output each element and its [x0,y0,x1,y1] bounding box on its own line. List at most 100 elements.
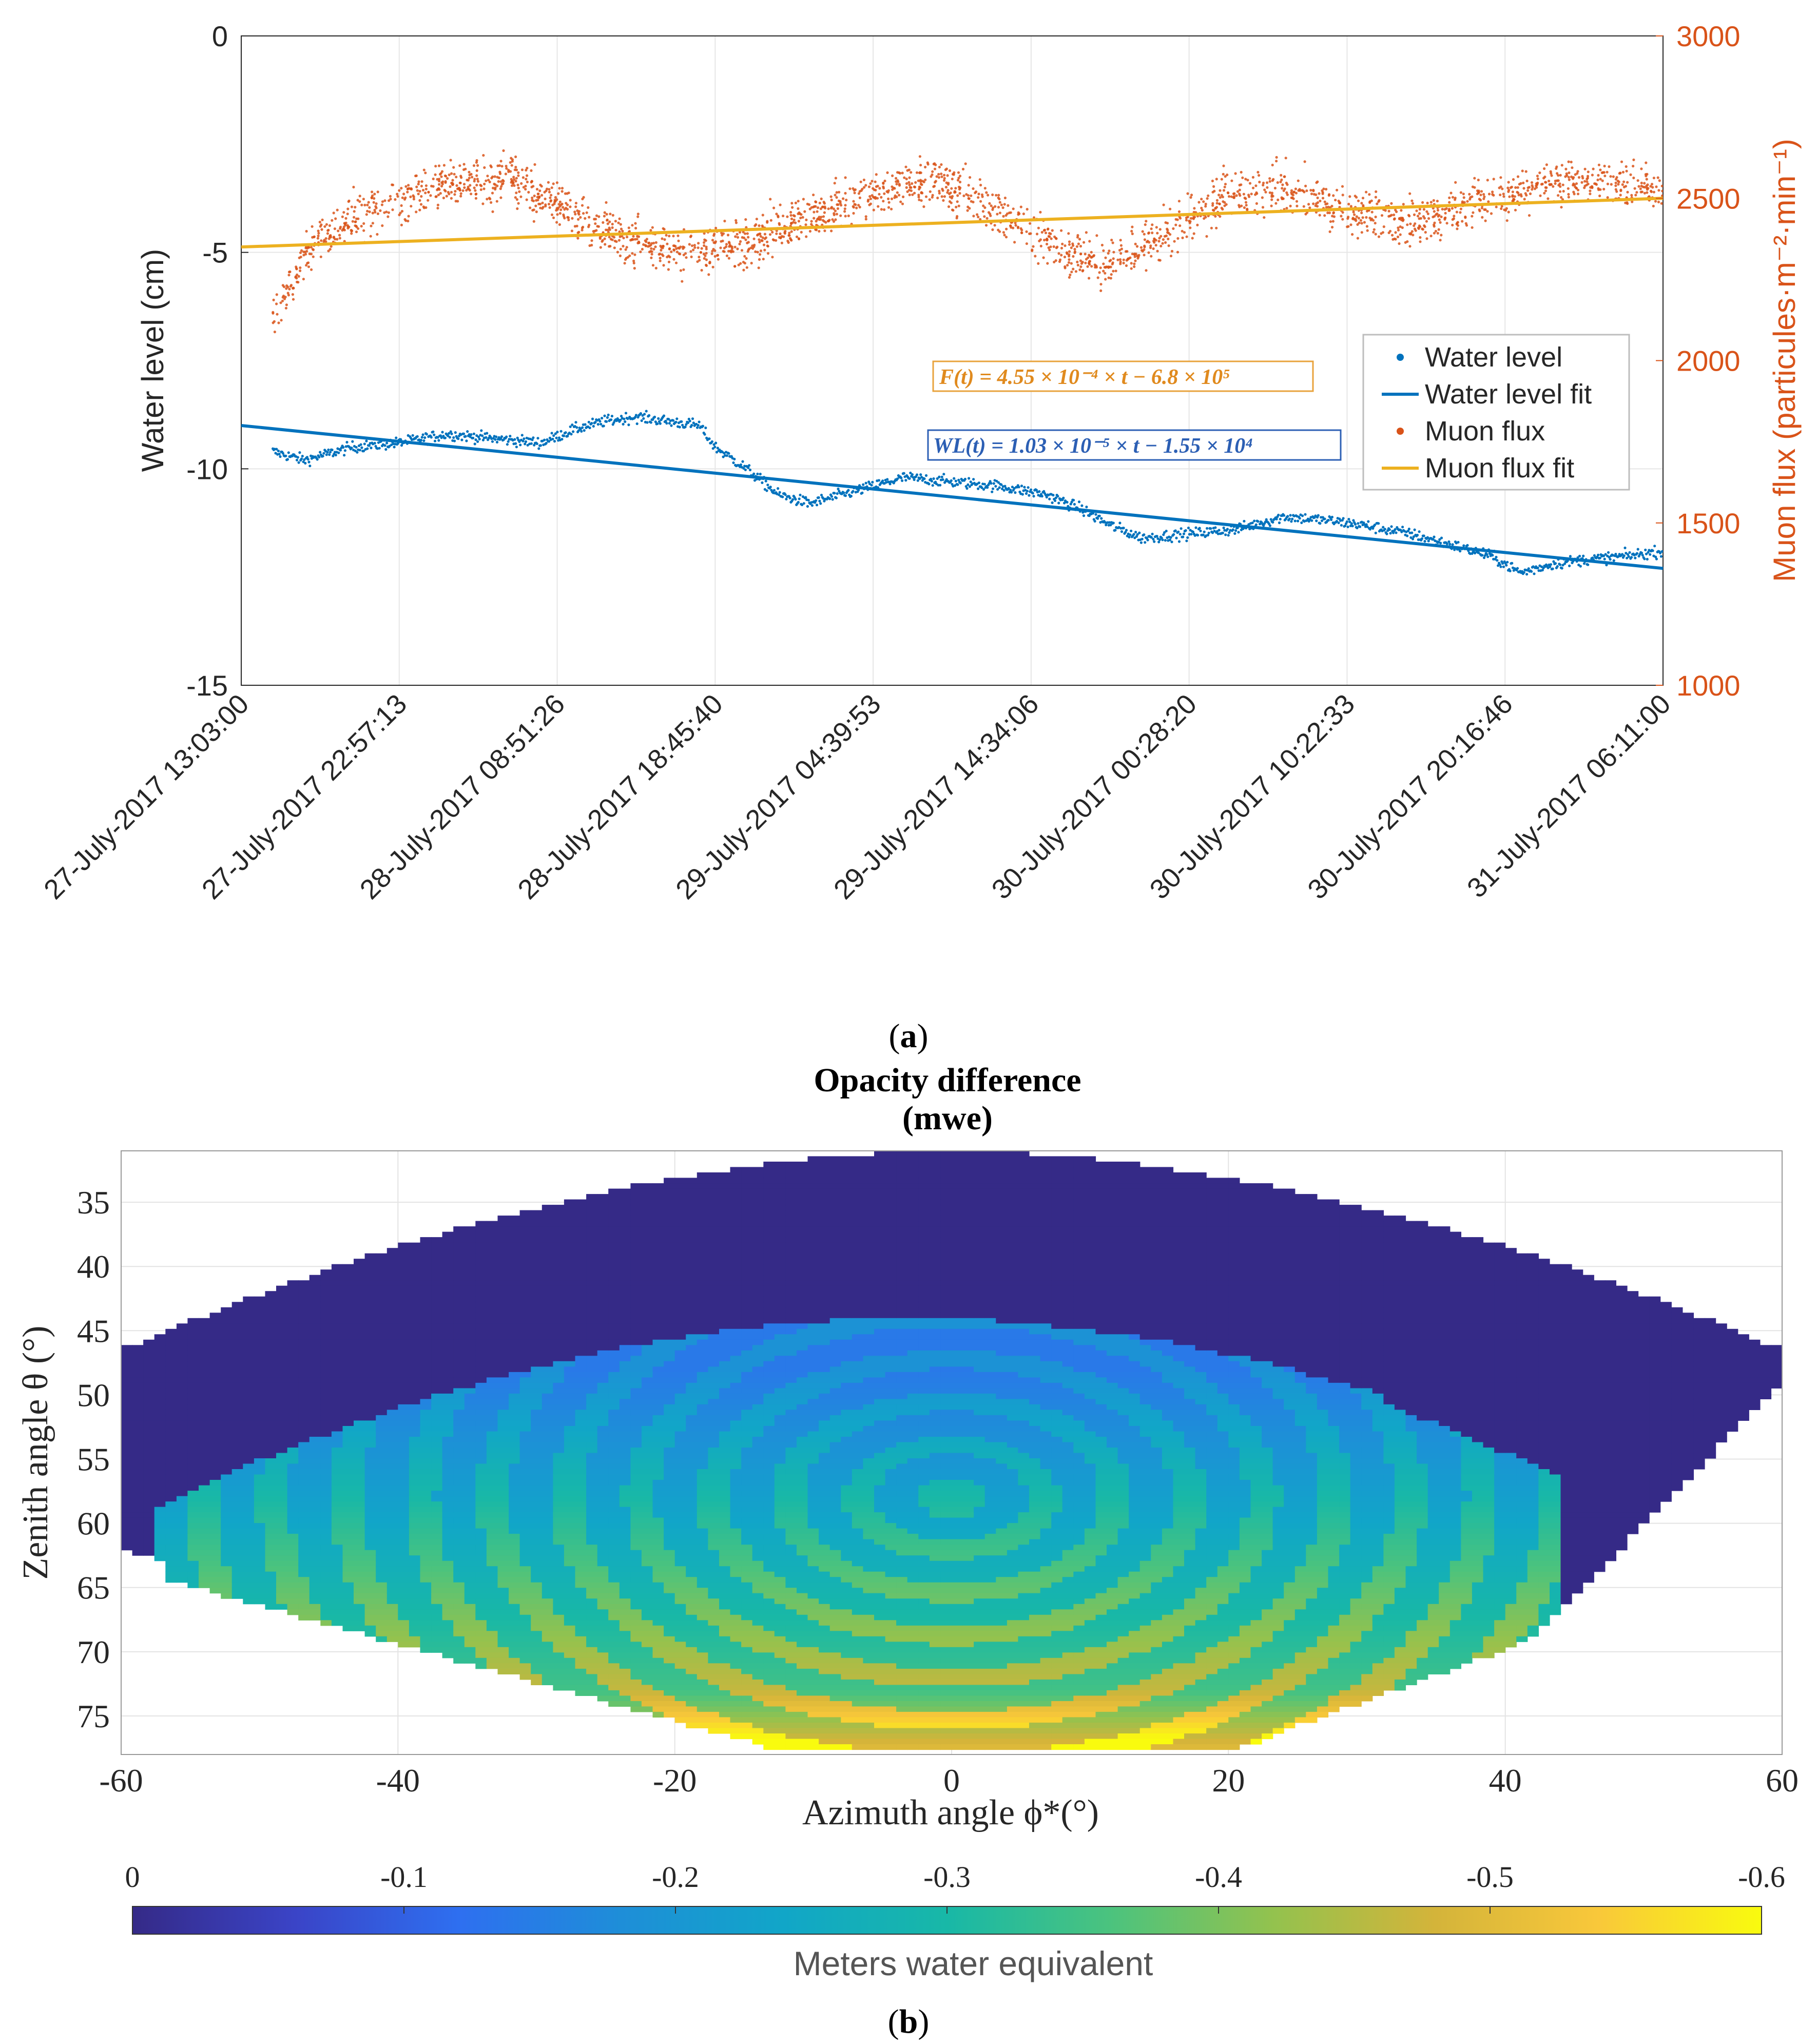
muon-flux-point [1440,215,1443,218]
muon-flux-point [1539,194,1542,197]
muon-flux-point [1046,242,1049,246]
water-level-point [1259,523,1262,526]
muon-flux-point [936,197,939,200]
heatmap-cell [187,1442,199,1448]
water-level-point [727,452,730,455]
water-level-point [472,436,475,440]
muon-flux-point [987,194,990,197]
heatmap-cell [176,1496,188,1502]
muon-flux-point [1448,196,1451,199]
heatmap-cell [254,1588,266,1594]
muon-flux-point [899,200,902,203]
water-level-point [1499,565,1502,568]
water-level-point [807,498,810,502]
muon-flux-point [465,189,468,192]
heatmap-cell [231,1399,243,1405]
muon-flux-point [1591,173,1594,177]
heatmap-cell [276,1334,288,1340]
heatmap-cell [187,1458,199,1464]
muon-flux-point [462,183,466,186]
water-level-point [886,478,889,481]
water-level-point [927,483,931,486]
water-level-point [1227,534,1230,537]
water-level-point [1288,517,1291,520]
heatmap-cell [154,1517,166,1524]
muon-flux-point [628,254,631,257]
muon-flux-point [558,200,562,203]
water-level-point [1423,539,1426,543]
muon-flux-point [822,215,825,218]
muon-flux-point [1270,191,1273,195]
heatmap-cell [187,1334,199,1340]
muon-flux-point [1621,183,1624,186]
muon-flux-point [505,165,508,168]
muon-flux-point [500,185,503,188]
muon-flux-point [704,254,707,257]
muon-flux-point [560,202,564,205]
muon-flux-point [1034,255,1037,258]
heatmap-cell [287,1560,299,1567]
heatmap-cell [231,1420,243,1426]
water-level-point [535,442,538,446]
muon-flux-point [1090,250,1093,254]
heatmap-cell [187,1377,199,1383]
heatmap-cell [254,1334,266,1340]
heatmap-cell [287,1448,299,1454]
muon-flux-point [281,296,284,299]
heatmap-cell [287,1491,299,1497]
water-level-point [1491,554,1494,557]
muon-flux-point [832,220,836,223]
heatmap-cell [276,1496,288,1502]
heatmap-cell [287,1582,299,1588]
muon-flux-point [470,192,473,196]
muon-flux-point [1218,202,1221,205]
muon-flux-point [614,228,617,232]
muon-flux-point [492,186,495,189]
heatmap-cell [154,1491,166,1497]
heatmap-cell [209,1539,221,1545]
heatmap-cell [276,1517,288,1524]
muon-flux-point [533,163,536,166]
water-level-point [1138,531,1141,534]
heatmap-cell [143,1523,155,1529]
water-level-point [1598,556,1601,560]
muon-flux-point [970,194,973,197]
muon-flux-point [1234,172,1237,175]
muon-flux-point [481,202,485,205]
water-level-point [819,502,822,505]
muon-flux-point [1073,247,1076,251]
muon-flux-point [621,229,624,233]
muon-flux-point [1268,191,1271,194]
muon-flux-point [987,211,991,214]
muon-flux-point [360,225,363,228]
heatmap-cell [287,1501,299,1508]
heatmap-cell [276,1431,288,1437]
muon-flux-point [618,254,622,257]
muon-flux-point [1510,185,1513,188]
muon-flux-point [608,236,611,239]
muon-flux-point [338,234,341,237]
muon-flux-point [1521,169,1524,172]
muon-flux-point [1016,226,1020,229]
water-level-point [1077,500,1081,504]
muon-flux-point [1484,208,1487,211]
muon-flux-point [622,237,625,240]
heatmap-cell [221,1334,233,1340]
muon-flux-point [1191,237,1194,240]
muon-flux-point [574,205,577,208]
muon-flux-point [1133,262,1136,265]
heatmap-cell [209,1328,221,1335]
muon-flux-point [535,188,539,191]
water-level-point [1304,513,1307,516]
heatmap-cell [199,1404,210,1410]
water-level-point [1002,489,1006,492]
muon-flux-point [675,250,679,254]
muon-flux-point [1295,200,1299,203]
muon-flux-point [1435,213,1438,216]
muon-flux-point [1071,244,1075,247]
muon-flux-point [803,210,806,213]
muon-flux-point [542,206,545,209]
water-level-point [916,479,919,482]
muon-flux-point [1151,232,1154,235]
muon-flux-point [1186,216,1189,219]
